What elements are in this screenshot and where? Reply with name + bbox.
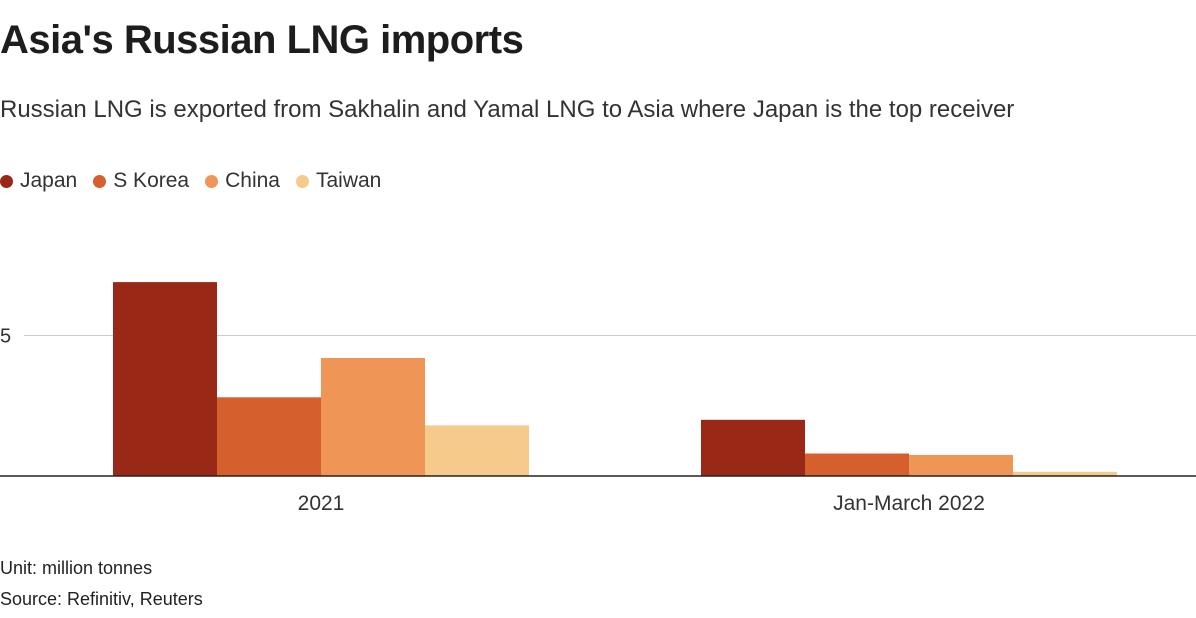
bar-taiwan-0 xyxy=(425,425,529,476)
unit-note: Unit: million tonnes xyxy=(0,558,153,578)
x-tick-label-1: Jan-March 2022 xyxy=(833,492,985,515)
legend-item-s-korea: S Korea xyxy=(93,169,189,193)
bar-s-korea-1 xyxy=(805,453,909,476)
chart-subtitle: Russian LNG is exported from Sakhalin an… xyxy=(0,96,1015,123)
legend-item-china: China xyxy=(205,169,280,193)
legend-swatch-taiwan xyxy=(295,174,309,188)
y-tick-label-5: 5 xyxy=(0,326,11,348)
legend-item-japan: Japan xyxy=(0,169,77,193)
bar-china-0 xyxy=(321,357,425,476)
legend-swatch-japan xyxy=(0,174,13,188)
legend-label-taiwan: Taiwan xyxy=(315,169,382,192)
x-tick-label-0: 2021 xyxy=(298,492,345,515)
chart-legend: Japan S Korea China Taiwan xyxy=(0,169,397,193)
bar-china-1 xyxy=(909,454,1013,476)
legend-swatch-china xyxy=(205,174,219,188)
legend-label-china: China xyxy=(225,169,280,192)
bar-japan-0 xyxy=(113,282,217,476)
legend-item-taiwan: Taiwan xyxy=(295,169,382,193)
source-note: Source: Refinitiv, Reuters xyxy=(0,589,203,609)
bar-japan-1 xyxy=(701,419,805,476)
legend-label-s-korea: S Korea xyxy=(113,169,190,192)
legend-label-japan: Japan xyxy=(20,169,78,192)
chart-title: Asia's Russian LNG imports xyxy=(0,18,524,62)
legend-swatch-s-korea xyxy=(93,174,107,188)
bar-s-korea-0 xyxy=(217,397,321,476)
bar-taiwan-1 xyxy=(1013,471,1117,476)
